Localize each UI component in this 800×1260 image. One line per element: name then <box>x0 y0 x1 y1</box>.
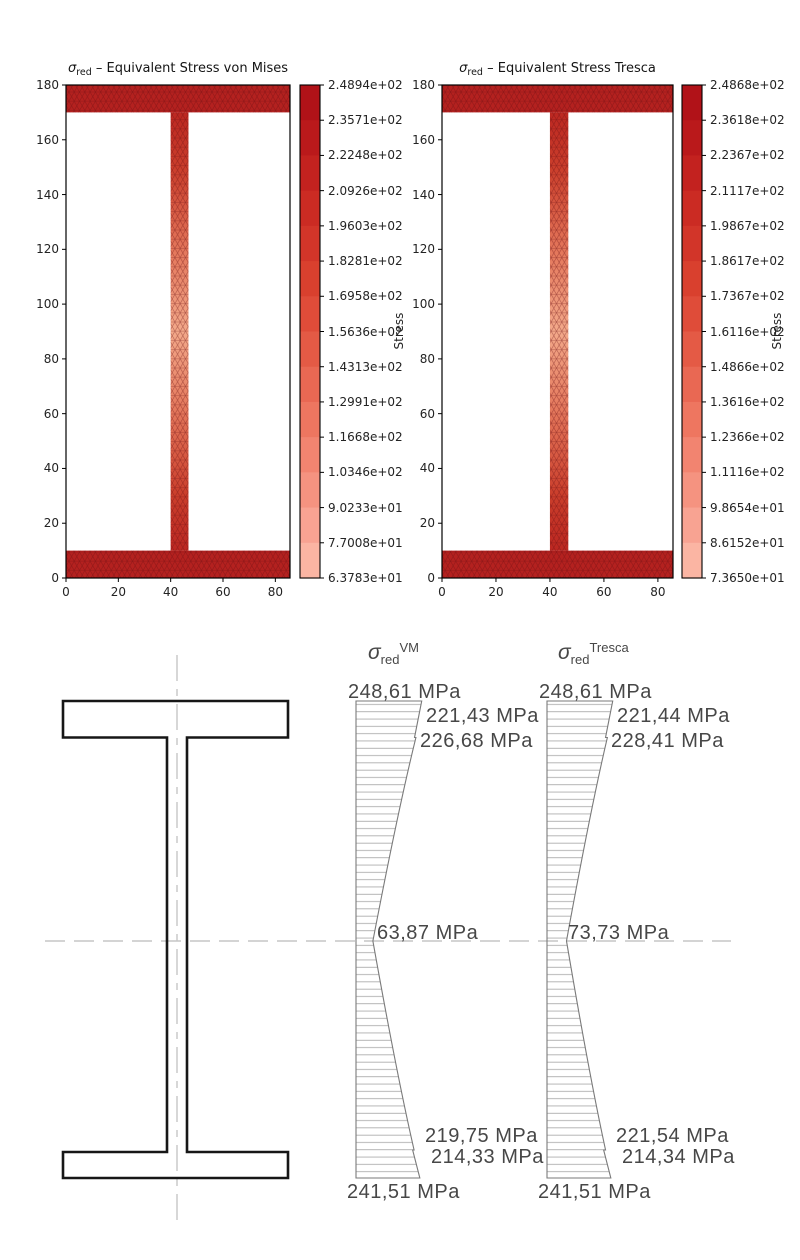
colorbar-band <box>300 120 320 157</box>
title-text: – Equivalent Stress Tresca <box>482 61 656 76</box>
colorbar-band <box>300 401 320 438</box>
title-text: – Equivalent Stress von Mises <box>91 61 289 76</box>
axes-spines <box>65 84 291 579</box>
sigma-symbol: σ <box>67 61 77 76</box>
colorbar-band <box>682 190 702 227</box>
sigma-subscript: red <box>380 652 400 667</box>
colorbar-band <box>682 261 702 297</box>
i-beam-outline <box>61 699 290 1180</box>
colorbar-band <box>682 542 702 579</box>
colorbar-band <box>682 225 702 262</box>
colorbar-band <box>300 472 320 509</box>
colorbar-band <box>682 85 702 121</box>
colorbar-band <box>300 331 320 368</box>
sigma-subscript: red <box>76 67 92 78</box>
colorbar-band <box>682 401 702 438</box>
sigma-symbol: σ <box>368 641 381 664</box>
top-flange-mesh <box>442 85 673 113</box>
colorbar-band <box>682 507 702 544</box>
colorbar-band <box>300 366 320 403</box>
colorbar-band <box>300 225 320 262</box>
colorbar-band <box>682 120 702 157</box>
sigma-superscript: Tresca <box>589 640 629 655</box>
colorbar-band <box>682 296 702 333</box>
fem-plot-tresca <box>438 84 674 582</box>
colorbar-tresca <box>681 84 706 579</box>
top-flange-mesh <box>66 85 290 113</box>
colorbar-band <box>300 542 320 579</box>
fem-plots-layer <box>62 84 706 582</box>
colorbar-von-mises <box>299 84 324 579</box>
fem-plot-von-mises <box>62 84 291 582</box>
colorbar-band <box>300 85 320 121</box>
colorbar-band <box>682 366 702 403</box>
web-mesh <box>549 112 569 551</box>
plot-title-tresca: σred – Equivalent Stress Tresca <box>442 61 673 78</box>
profile-header-tresca: σredTresca <box>558 640 629 667</box>
colorbar-band <box>682 155 702 192</box>
sigma-subscript: red <box>570 652 590 667</box>
sigma-subscript: red <box>467 67 483 78</box>
profile-header-vm: σredVM <box>368 640 419 667</box>
colorbar-band <box>682 331 702 368</box>
sigma-superscript: VM <box>399 640 419 655</box>
section-drawing-layer <box>45 655 731 1228</box>
colorbar-band <box>300 190 320 227</box>
axes-spines <box>441 84 674 579</box>
sigma-symbol: σ <box>558 641 571 664</box>
colorbar-band <box>300 155 320 192</box>
colorbar-band <box>300 437 320 473</box>
colorbar-band <box>300 507 320 544</box>
vm-stress-profile-shape <box>355 700 423 1179</box>
colorbar-band <box>300 296 320 333</box>
bottom-flange-mesh <box>66 550 290 578</box>
tresca-stress-profile-shape <box>546 700 614 1179</box>
bottom-flange-mesh <box>442 550 673 578</box>
plot-title-von-mises: σred – Equivalent Stress von Mises <box>66 61 290 78</box>
colorbar-band <box>300 261 320 297</box>
colorbar-band <box>682 437 702 473</box>
web-mesh <box>170 112 189 551</box>
colorbar-band <box>682 472 702 509</box>
sigma-symbol: σ <box>459 61 468 76</box>
